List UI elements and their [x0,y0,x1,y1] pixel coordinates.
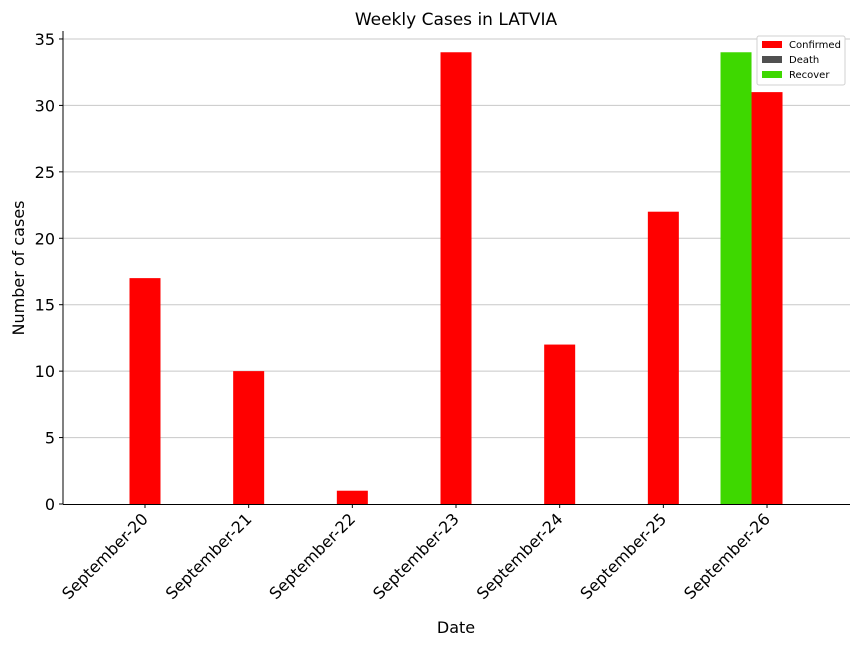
y-tick-label: 15 [35,296,55,315]
y-tick-label: 5 [45,429,55,448]
x-tick-label: September-24 [473,509,567,603]
legend-label: Confirmed [789,40,841,51]
bar-confirmed [751,92,783,504]
y-axis-title: Number of cases [9,201,28,336]
bar-confirmed [544,344,576,504]
legend-label: Death [789,55,819,66]
y-tick-label: 20 [35,229,55,248]
bar-confirmed [233,371,265,504]
x-axis-title: Date [437,618,475,637]
x-tick-label: September-20 [58,509,152,603]
legend-label: Recover [789,70,830,81]
x-ticks: September-20 September-21 September-22 Sept… [58,504,774,603]
bar-confirmed [336,490,368,504]
x-tick-label: September-22 [265,509,359,603]
y-tick-label: 30 [35,96,55,115]
y-tick-label: 10 [35,362,55,381]
x-tick-label: September-26 [680,509,774,603]
legend: Confirmed Death Recover [756,35,846,86]
chart-title: Weekly Cases in LATVIA [355,10,558,30]
bars [129,52,783,505]
y-tick-label: 25 [35,163,55,182]
bar-confirmed [129,278,161,504]
bar-confirmed [440,52,472,505]
legend-swatch [762,71,782,78]
x-tick-label: September-21 [162,509,256,603]
bar-recover [720,52,752,505]
legend-swatch [762,41,782,48]
y-tick-label: 0 [45,495,55,514]
y-tick-label: 35 [35,30,55,49]
bar-confirmed [647,211,679,504]
legend-swatch [762,56,782,63]
x-tick-label: September-25 [576,509,670,603]
y-ticks: 0 5 10 15 20 25 30 35 [35,30,63,514]
x-tick-label: September-23 [369,509,463,603]
